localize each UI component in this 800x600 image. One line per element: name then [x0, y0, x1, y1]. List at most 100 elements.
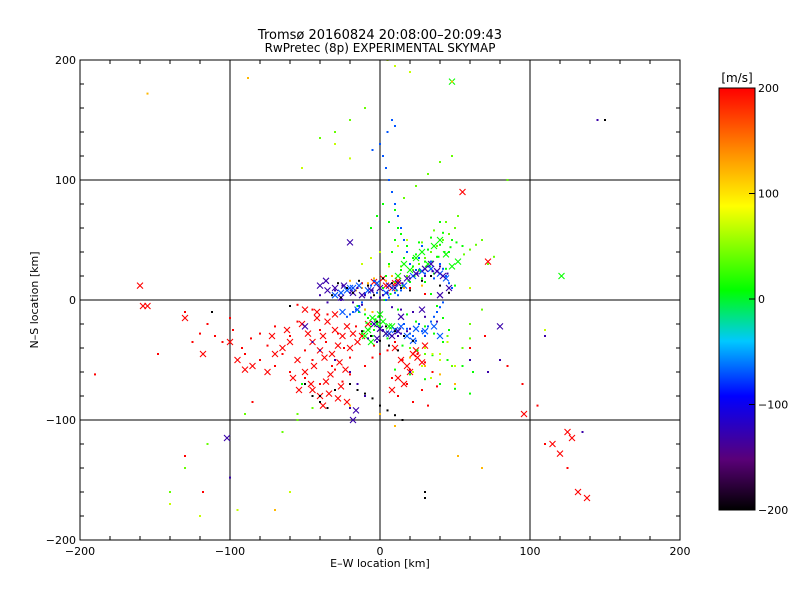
data-point-cross [346, 239, 354, 246]
data-point-dot [431, 270, 434, 273]
data-point-dot [403, 287, 405, 289]
data-point-dot [311, 341, 314, 343]
colorbar-tick-label: −200 [758, 504, 788, 517]
data-point-dot [184, 467, 186, 469]
data-point-dot [403, 197, 405, 199]
data-point-dot [386, 337, 389, 340]
data-point-dot [469, 347, 471, 349]
data-point-cross [433, 267, 441, 275]
data-point-dot [412, 401, 414, 403]
data-point-dot [388, 221, 390, 223]
data-point-dot [364, 308, 366, 311]
data-point-dot [394, 125, 396, 127]
data-point-dot [421, 365, 423, 367]
data-point-dot [319, 395, 321, 397]
data-point-dot [424, 315, 426, 318]
data-point-dot [391, 282, 393, 285]
data-point-dot [436, 320, 438, 323]
data-point-dot [358, 311, 360, 313]
data-point-dot [472, 371, 474, 373]
data-point-dot [281, 431, 284, 433]
data-point-dot [296, 413, 299, 415]
data-point-dot [356, 287, 359, 289]
data-point-dot [397, 308, 399, 311]
data-point-dot [406, 330, 408, 333]
data-point-dot [361, 330, 363, 333]
data-point-dot [371, 289, 374, 292]
data-point-cross [334, 342, 342, 349]
data-point-dot [385, 299, 387, 301]
data-point-dot [401, 419, 404, 421]
data-point-dot [157, 353, 159, 355]
data-point-dot [388, 265, 390, 268]
data-point-dot [416, 349, 419, 352]
x-tick-label: 200 [670, 545, 691, 558]
data-point-dot [415, 269, 417, 271]
data-point-dot [412, 311, 414, 313]
data-point-dot [521, 383, 524, 385]
data-point-dot [448, 329, 450, 331]
data-point-dot [364, 293, 366, 295]
data-point-dot [274, 365, 276, 367]
data-point-dot [481, 239, 483, 241]
data-point-dot [349, 313, 351, 316]
data-point-dot [394, 330, 396, 333]
data-point-dot [346, 287, 348, 289]
data-point-dot [394, 341, 396, 343]
data-point-cross [349, 284, 357, 292]
data-point-dot [446, 272, 449, 275]
data-point-dot [412, 335, 414, 337]
data-point-cross [400, 380, 408, 388]
data-point-dot [421, 277, 423, 280]
data-point-cross [436, 236, 444, 244]
data-point-cross [385, 323, 393, 330]
data-point-dot [451, 155, 453, 157]
data-point-dot [388, 263, 390, 265]
x-tick-label: −200 [65, 545, 95, 558]
data-point-dot [379, 353, 381, 355]
data-point-dot [413, 275, 416, 277]
data-point-dot [244, 353, 246, 355]
data-point-dot [433, 332, 435, 335]
data-point-cross [327, 371, 334, 378]
data-point-dot [431, 260, 434, 263]
data-point-dot [409, 371, 411, 373]
data-point-dot [454, 387, 456, 390]
data-point-dot [274, 509, 276, 511]
data-point-dot [430, 251, 432, 253]
data-point-dot [424, 293, 426, 295]
data-point-cross [442, 251, 450, 258]
data-point-dot [379, 251, 381, 253]
data-point-dot [367, 337, 369, 340]
data-point-dot [430, 293, 432, 295]
data-point-dot [409, 263, 411, 265]
data-point-dot [401, 284, 404, 287]
data-point-dot [425, 265, 428, 268]
data-point-dot [281, 353, 284, 355]
data-point-dot [319, 383, 321, 385]
data-point-dot [184, 311, 186, 313]
data-point-dot [376, 320, 378, 323]
data-point-dot [427, 173, 429, 175]
data-point-dot [326, 301, 329, 304]
data-point-dot [361, 303, 363, 306]
data-point-dot [361, 301, 363, 304]
data-point-dot [451, 365, 453, 367]
data-point-dot [418, 269, 420, 271]
data-point-dot [412, 371, 414, 373]
data-point-dot [391, 119, 393, 121]
data-point-dot [415, 339, 417, 342]
data-point-cross [324, 287, 331, 294]
data-point-dot [376, 215, 378, 217]
data-point-dot [334, 359, 336, 361]
data-point-cross [430, 323, 438, 330]
data-point-cross [376, 311, 384, 318]
data-point-dot [326, 313, 329, 316]
data-point-dot [304, 349, 306, 352]
y-tick-label: −200 [46, 534, 76, 547]
data-point-dot [361, 263, 363, 265]
data-point-dot [394, 281, 396, 283]
data-point-cross [358, 291, 366, 299]
data-point-dot [400, 269, 402, 271]
y-tick-label: 200 [55, 54, 76, 67]
